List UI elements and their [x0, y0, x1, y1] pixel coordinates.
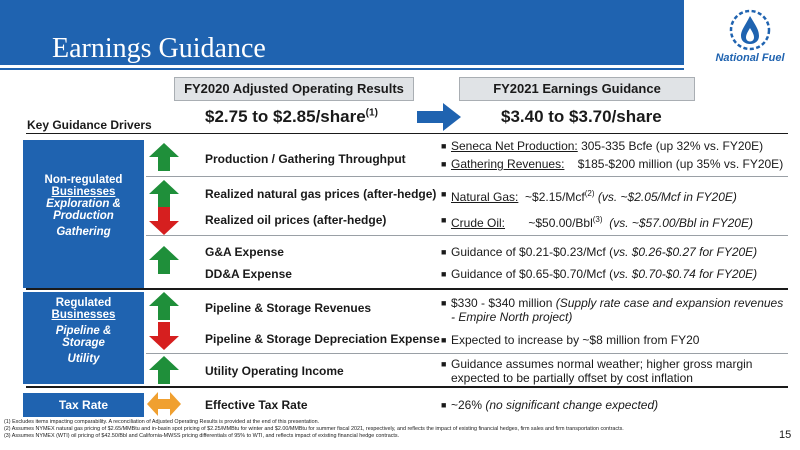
nonreg-line4: Production — [53, 210, 114, 222]
detail-dda: ■ Guidance of $0.65-$0.70/Mcf (vs. $0.70… — [441, 267, 786, 281]
nonreg-line2: Businesses — [51, 186, 116, 198]
detail-ps-revenues: ■ $330 - $340 million (Supply rate case … — [441, 296, 786, 324]
fy2020-range-value: $2.75 to $2.85/share — [205, 107, 366, 126]
reg-line5: Utility — [67, 353, 100, 365]
fy2020-header: FY2020 Adjusted Operating Results — [174, 77, 414, 101]
utility-value: Guidance assumes normal weather; higher … — [451, 357, 753, 385]
footnotes: (1) Excludes items impacting comparabili… — [4, 419, 624, 440]
tax-compare: (no significant change expected) — [485, 398, 659, 412]
row-separator — [146, 353, 788, 354]
reg-line3: Pipeline & — [55, 325, 112, 337]
down-arrow-icon — [149, 207, 179, 235]
oil-compare: (vs. ~$57.00/Bbl in FY20E) — [602, 216, 753, 230]
title-underline — [0, 68, 684, 70]
bullet-icon: ■ — [441, 189, 447, 199]
gas-note: (2) — [584, 189, 595, 198]
nonregulated-box: Non-regulated Businesses Exploration & P… — [23, 140, 144, 288]
bullet-icon: ■ — [441, 335, 447, 345]
bullet-icon: ■ — [441, 247, 447, 257]
ga-compare: vs. $0.26-$0.27 for FY20E) — [613, 245, 758, 259]
bullet-icon: ■ — [441, 400, 447, 410]
key-drivers-label: Key Guidance Drivers — [27, 118, 152, 132]
up-arrow-icon — [149, 143, 179, 171]
dda-value: Guidance of $0.65-$0.70/Mcf ( — [451, 267, 614, 281]
national-fuel-logo: National Fuel — [710, 8, 790, 70]
bullet-icon: ■ — [441, 159, 447, 169]
detail-ga: ■ Guidance of $0.21-$0.23/Mcf (vs. $0.26… — [441, 245, 786, 259]
regulated-box: Regulated Businesses Pipeline & Storage … — [23, 292, 144, 384]
gas-value: ~$2.15/Mcf — [518, 190, 585, 204]
footnote-3: (3) Assumes NYMEX (WTI) oil pricing of $… — [4, 433, 400, 439]
bullet-icon: ■ — [441, 269, 447, 279]
driver-ps-depreciation: Pipeline & Storage Depreciation Expense — [205, 332, 440, 346]
up-arrow-icon — [149, 292, 179, 320]
driver-gas-prices: Realized natural gas prices (after-hedge… — [205, 187, 437, 201]
tax-value: ~26% — [451, 398, 486, 412]
seneca-label: Seneca Net Production: — [451, 139, 578, 153]
header-divider — [26, 133, 788, 134]
nonreg-line5: Gathering — [56, 226, 111, 238]
bullet-icon: ■ — [441, 359, 447, 369]
row-separator — [146, 235, 788, 236]
row-separator — [146, 176, 788, 177]
tax-line1: Tax Rate — [58, 398, 109, 412]
section-divider — [26, 386, 788, 388]
driver-oil-prices: Realized oil prices (after-hedge) — [205, 213, 387, 227]
reg-line2: Businesses — [51, 309, 116, 321]
section-divider — [26, 288, 788, 290]
bullet-icon: ■ — [441, 298, 447, 308]
ps-rev-compare: (Supply rate case and expansion revenues… — [451, 296, 784, 324]
reg-line4: Storage — [62, 337, 105, 349]
reg-line1: Regulated — [55, 297, 112, 309]
detail-oil: ■ Crude Oil: ~$50.00/Bbl(3) (vs. ~$57.00… — [441, 213, 786, 230]
fy2021-range: $3.40 to $3.70/share — [501, 107, 662, 126]
oil-label: Crude Oil: — [451, 216, 506, 230]
tax-box: Tax Rate — [23, 393, 144, 417]
driver-production: Production / Gathering Throughput — [205, 152, 406, 166]
detail-tax: ■ ~26% (no significant change expected) — [441, 398, 786, 412]
ps-rev-value: $330 - $340 million — [451, 296, 556, 310]
driver-tax-rate: Effective Tax Rate — [205, 398, 308, 412]
gathering-value: $185-$200 million (up 35% vs. FY20E) — [564, 157, 784, 171]
bullet-icon: ■ — [441, 215, 447, 225]
left-right-arrow-icon — [147, 392, 181, 416]
gathering-label: Gathering Revenues: — [451, 157, 565, 171]
right-arrow-icon — [417, 103, 461, 131]
dda-compare: vs. $0.70-$0.74 for FY20E) — [613, 267, 758, 281]
logo-text: National Fuel — [715, 52, 785, 64]
driver-dda-expense: DD&A Expense — [205, 267, 292, 281]
gas-label: Natural Gas: — [451, 190, 519, 204]
footnote-1: (1) Excludes items impacting comparabili… — [4, 419, 320, 425]
oil-note: (3) — [592, 215, 603, 224]
title-bar: Earnings Guidance — [0, 0, 684, 65]
fy2021-header: FY2021 Earnings Guidance — [459, 77, 695, 101]
nonreg-line1: Non-regulated — [44, 174, 123, 186]
detail-gas: ■ Natural Gas: ~$2.15/Mcf(2) (vs. ~$2.05… — [441, 187, 786, 204]
up-arrow-icon — [149, 180, 179, 208]
seneca-value: 305-335 Bcfe (up 32% vs. FY20E) — [577, 139, 764, 153]
gas-compare: (vs. ~$2.05/Mcf in FY20E) — [594, 190, 737, 204]
fy2020-range: $2.75 to $2.85/share(1) — [205, 107, 378, 127]
flame-logo-icon — [729, 9, 771, 51]
page-title: Earnings Guidance — [52, 33, 266, 64]
detail-utility: ■ Guidance assumes normal weather; highe… — [441, 357, 771, 385]
ga-value: Guidance of $0.21-$0.23/Mcf ( — [451, 245, 614, 259]
up-arrow-icon — [149, 356, 179, 384]
detail-gathering: ■ Gathering Revenues: $185-$200 million … — [441, 157, 786, 171]
driver-utility-income: Utility Operating Income — [205, 364, 344, 378]
ps-dep-value: Expected to increase by ~$8 million from… — [451, 333, 700, 347]
detail-seneca: ■ Seneca Net Production: 305-335 Bcfe (u… — [441, 139, 786, 153]
driver-ga-expense: G&A Expense — [205, 245, 284, 259]
detail-ps-depreciation: ■ Expected to increase by ~$8 million fr… — [441, 333, 786, 347]
page-number: 15 — [779, 429, 792, 441]
oil-value: ~$50.00/Bbl — [505, 216, 593, 230]
fy2020-range-note: (1) — [365, 107, 378, 119]
bullet-icon: ■ — [441, 141, 447, 151]
down-arrow-icon — [149, 322, 179, 350]
up-arrow-icon — [149, 246, 179, 274]
nonreg-line3: Exploration & — [46, 198, 121, 210]
footnote-2: (2) Assumes NYMEX natural gas pricing of… — [4, 426, 624, 432]
driver-ps-revenues: Pipeline & Storage Revenues — [205, 301, 372, 315]
